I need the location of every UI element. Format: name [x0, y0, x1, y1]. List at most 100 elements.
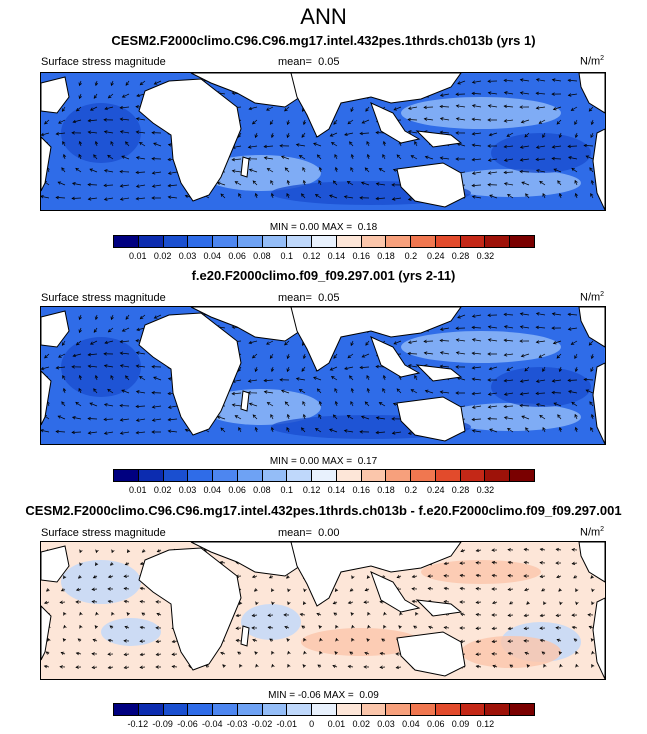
- wind-stress-arrowhead: [87, 431, 92, 435]
- wind-stress-vector: [220, 427, 226, 433]
- wind-stress-vector: [344, 132, 354, 136]
- wind-stress-vector: [591, 119, 594, 125]
- wind-stress-vector: [379, 168, 386, 173]
- wind-stress-vector: [271, 427, 274, 433]
- wind-stress-arrowhead: [535, 340, 540, 344]
- wind-stress-vector: [382, 154, 386, 160]
- colorbar-tick-label: 0.01: [327, 719, 346, 729]
- wind-stress-arrowhead: [234, 181, 239, 185]
- wind-stress-arrowhead: [491, 560, 496, 565]
- wind-stress-arrowhead: [538, 354, 543, 358]
- wind-stress-vector: [120, 365, 130, 368]
- wind-stress-vector: [44, 119, 50, 125]
- wind-stress-vector: [348, 601, 354, 604]
- panel-3-mean-label: mean=: [278, 527, 312, 539]
- panel-1-mean: mean= 0.05: [278, 56, 340, 68]
- wind-stress-arrowhead: [559, 601, 563, 606]
- wind-stress-vector: [237, 366, 242, 372]
- wind-stress-arrowhead: [346, 415, 351, 419]
- wind-stress-arrowhead: [535, 391, 539, 396]
- wind-stress-arrowhead: [63, 575, 67, 580]
- wind-stress-vector: [472, 339, 482, 342]
- wind-stress-arrowhead: [107, 652, 111, 656]
- wind-stress-vector: [152, 418, 162, 421]
- wind-stress-arrowhead: [329, 133, 334, 137]
- wind-stress-arrowhead: [151, 390, 155, 395]
- wind-stress-vector: [172, 653, 178, 655]
- wind-stress-arrowhead: [332, 180, 337, 184]
- wind-stress-arrowhead: [503, 392, 508, 396]
- wind-stress-arrowhead: [151, 405, 156, 409]
- wind-stress-arrowhead: [487, 378, 491, 382]
- wind-stress-arrowhead: [471, 91, 475, 96]
- wind-stress-arrowhead: [319, 650, 323, 655]
- wind-stress-arrowhead: [238, 427, 242, 431]
- wind-stress-arrowhead: [507, 548, 511, 552]
- wind-stress-arrowhead: [460, 612, 464, 617]
- wind-stress-arrowhead: [574, 134, 579, 139]
- wind-stress-arrowhead: [251, 613, 256, 618]
- wind-stress-arrowhead: [551, 379, 556, 383]
- wind-stress-arrowhead: [135, 404, 139, 409]
- colorbar-tick-label: 0.28: [451, 485, 470, 495]
- wind-stress-arrowhead: [252, 180, 257, 184]
- wind-stress-vector: [236, 614, 242, 617]
- wind-stress-vector: [472, 158, 482, 161]
- wind-stress-arrowhead: [381, 638, 385, 642]
- wind-stress-arrowhead: [318, 625, 322, 629]
- land-mass: [138, 547, 242, 671]
- colorbar-swatch: [510, 704, 535, 715]
- wind-stress-arrowhead: [104, 340, 108, 345]
- wind-stress-arrowhead: [254, 368, 258, 373]
- wind-stress-vector: [575, 193, 578, 199]
- wind-stress-vector: [347, 181, 354, 186]
- wind-stress-arrowhead: [267, 613, 271, 617]
- wind-stress-vector: [303, 180, 306, 186]
- wind-stress-arrowhead: [575, 650, 579, 655]
- wind-stress-arrowhead: [524, 587, 528, 592]
- wind-stress-vector: [488, 326, 498, 329]
- wind-stress-arrowhead: [471, 80, 476, 84]
- panel-2-map-svg: [41, 307, 605, 444]
- wind-stress-arrowhead: [487, 405, 492, 409]
- wind-stress-vector: [152, 184, 162, 187]
- wind-stress-arrowhead: [78, 95, 82, 100]
- wind-stress-arrowhead: [254, 134, 258, 139]
- wind-stress-vector: [588, 340, 594, 346]
- wind-stress-arrowhead: [571, 561, 576, 566]
- wind-stress-vector: [139, 142, 146, 147]
- wind-stress-vector: [286, 427, 290, 433]
- wind-stress-vector: [521, 353, 530, 357]
- wind-stress-arrowhead: [350, 153, 355, 158]
- wind-stress-arrowhead: [77, 638, 82, 642]
- wind-stress-arrowhead: [60, 651, 65, 655]
- wind-stress-vector: [520, 326, 530, 329]
- wind-stress-arrowhead: [570, 341, 575, 345]
- wind-stress-vector: [410, 155, 418, 160]
- wind-stress-arrowhead: [423, 105, 427, 110]
- wind-stress-vector: [136, 197, 146, 200]
- wind-stress-vector: [392, 197, 402, 200]
- wind-stress-arrowhead: [539, 626, 543, 630]
- wind-stress-arrowhead: [87, 352, 92, 357]
- colorbar-swatch: [287, 704, 313, 715]
- colorbar-tick-label: -0.12: [127, 719, 149, 729]
- wind-stress-arrowhead: [346, 181, 351, 185]
- wind-stress-arrowhead: [366, 153, 371, 158]
- wind-stress-vector: [540, 575, 546, 578]
- wind-stress-arrowhead: [487, 338, 492, 342]
- wind-stress-arrowhead: [427, 574, 431, 578]
- wind-stress-arrowhead: [124, 625, 129, 629]
- wind-stress-arrowhead: [139, 81, 144, 86]
- wind-stress-arrowhead: [347, 600, 352, 605]
- panel-2-minmax: MIN = 0.00 MAX = 0.17: [269, 456, 378, 467]
- colorbar-tick-label: 0.2: [404, 251, 418, 261]
- wind-stress-arrowhead: [557, 414, 561, 418]
- wind-stress-arrowhead: [375, 182, 380, 186]
- panel-2-units: N/m2: [580, 291, 605, 304]
- wind-stress-arrowhead: [364, 588, 369, 592]
- wind-stress-arrowhead: [123, 652, 128, 657]
- wind-stress-vector: [286, 193, 290, 199]
- wind-stress-vector: [504, 405, 514, 407]
- wind-stress-arrowhead: [439, 351, 444, 355]
